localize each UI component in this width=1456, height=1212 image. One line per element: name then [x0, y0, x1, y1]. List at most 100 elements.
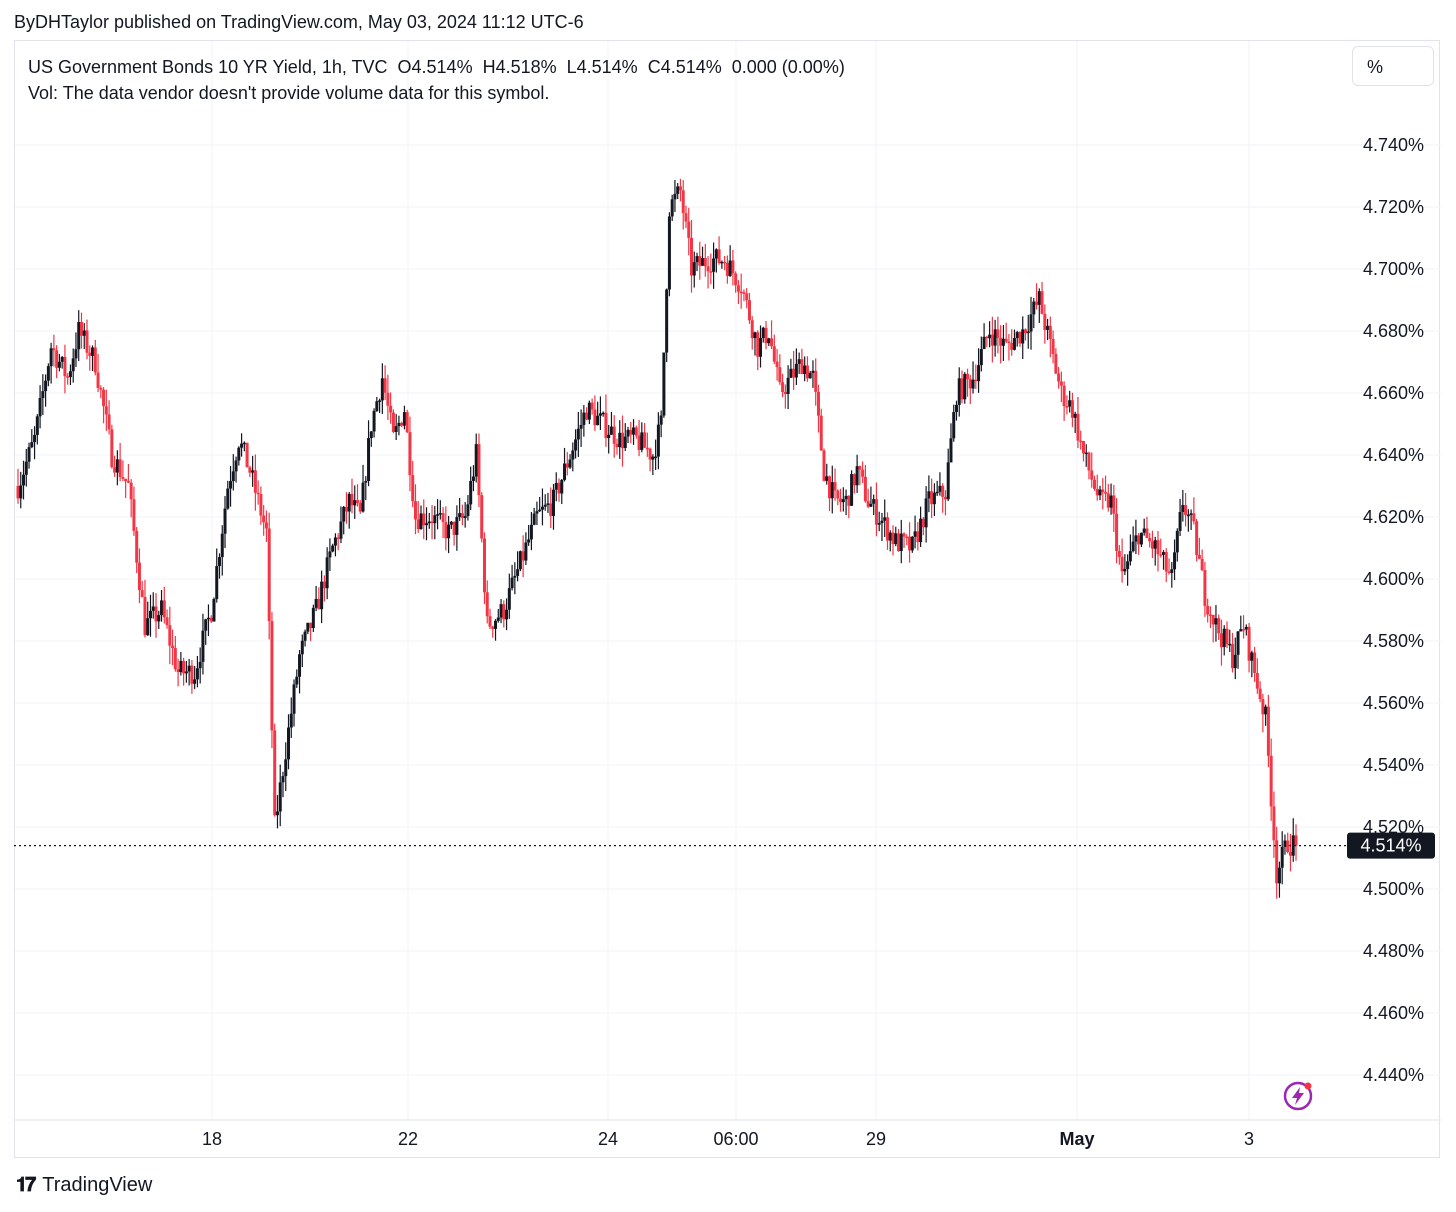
candle-body	[974, 379, 978, 382]
candle-body	[44, 380, 48, 392]
price-unit-button[interactable]: %	[1352, 46, 1434, 86]
candle-body	[74, 349, 78, 359]
candle-body	[957, 378, 961, 405]
candle-body	[400, 422, 404, 426]
candle-body	[554, 482, 558, 490]
footer-brand[interactable]: 𝟏𝟕 TradingView	[16, 1174, 152, 1197]
candle-body	[993, 329, 997, 346]
candle-body	[1057, 373, 1061, 382]
candle-body	[670, 199, 674, 217]
candle-body	[1186, 514, 1190, 517]
candle-body	[1037, 291, 1041, 305]
lightning-icon[interactable]	[1282, 1080, 1314, 1112]
candle-body	[234, 460, 238, 472]
candle-body	[783, 391, 787, 394]
candle-body	[209, 617, 213, 622]
candle-body	[176, 669, 180, 673]
candle-body	[253, 470, 257, 493]
candle-body	[883, 517, 887, 521]
candle-body	[55, 350, 59, 368]
candle-body	[725, 262, 729, 276]
candle-body	[1029, 314, 1033, 332]
candle-body	[140, 590, 144, 597]
candle-body	[836, 490, 840, 499]
candle-body	[463, 516, 467, 519]
candle-body	[960, 378, 964, 400]
candle-body	[223, 508, 227, 534]
candle-body	[1162, 551, 1166, 555]
candle-body	[364, 480, 368, 483]
candle-body	[1035, 301, 1039, 305]
candle-body	[1093, 479, 1097, 489]
candle-body	[759, 338, 763, 357]
candle-body	[703, 258, 707, 267]
candle-body	[979, 349, 983, 366]
candle-body	[742, 292, 746, 294]
candle-body	[1294, 835, 1298, 846]
candle-body	[22, 474, 26, 486]
candle-body	[593, 409, 597, 426]
candle-body	[383, 378, 387, 393]
candle-body	[990, 334, 994, 346]
candle-body	[1117, 550, 1121, 557]
candle-body	[632, 427, 636, 435]
candle-body	[540, 506, 544, 510]
candle-body	[405, 412, 409, 433]
candle-body	[601, 412, 605, 415]
y-tick-label: 4.640%	[1363, 445, 1424, 465]
candle-body	[1043, 313, 1047, 330]
candle-body	[885, 517, 889, 541]
tradingview-logo-icon: 𝟏𝟕	[16, 1174, 36, 1196]
candle-body	[1101, 489, 1105, 493]
candle-body	[1018, 332, 1022, 344]
candle-body	[629, 429, 633, 435]
candle-body	[913, 531, 917, 537]
candle-body	[971, 379, 975, 389]
candle-body	[154, 606, 158, 622]
candle-body	[336, 537, 340, 539]
candle-body	[1242, 629, 1246, 631]
candle-body	[789, 368, 793, 378]
candle-body	[46, 366, 50, 381]
candle-body	[1026, 331, 1030, 334]
candle-body	[673, 193, 677, 200]
candle-body	[1131, 541, 1135, 552]
y-tick-label: 4.480%	[1363, 941, 1424, 961]
candle-body	[118, 459, 122, 477]
candle-body	[535, 511, 539, 514]
candle-body	[819, 415, 823, 451]
candle-body	[549, 503, 553, 516]
candle-body	[124, 478, 128, 482]
candle-body	[455, 517, 459, 535]
candle-body	[695, 256, 699, 263]
candle-body	[505, 609, 509, 620]
candle-body	[648, 448, 652, 460]
candle-body	[27, 447, 31, 462]
y-tick-label: 4.520%	[1363, 817, 1424, 837]
candle-body	[1239, 629, 1243, 632]
candle-body	[427, 521, 431, 524]
candle-body	[1081, 441, 1085, 454]
candle-body	[587, 402, 591, 420]
candle-body	[129, 482, 133, 500]
candle-body	[204, 619, 208, 631]
candle-body	[1095, 488, 1099, 496]
candle-body	[471, 476, 475, 481]
candle-body	[60, 357, 64, 362]
candle-body	[292, 684, 296, 714]
candle-body	[24, 461, 28, 475]
candle-body	[273, 730, 277, 816]
candle-body	[1076, 413, 1080, 441]
candle-body	[372, 410, 376, 432]
candle-body	[1167, 571, 1171, 574]
candle-body	[187, 665, 191, 672]
candle-body	[1150, 541, 1154, 549]
candle-body	[678, 186, 682, 191]
candle-body	[333, 537, 337, 546]
candle-body	[712, 258, 716, 272]
candle-body	[113, 467, 117, 473]
candle-body	[353, 500, 357, 506]
candle-body	[850, 474, 854, 506]
candle-body	[654, 456, 658, 459]
